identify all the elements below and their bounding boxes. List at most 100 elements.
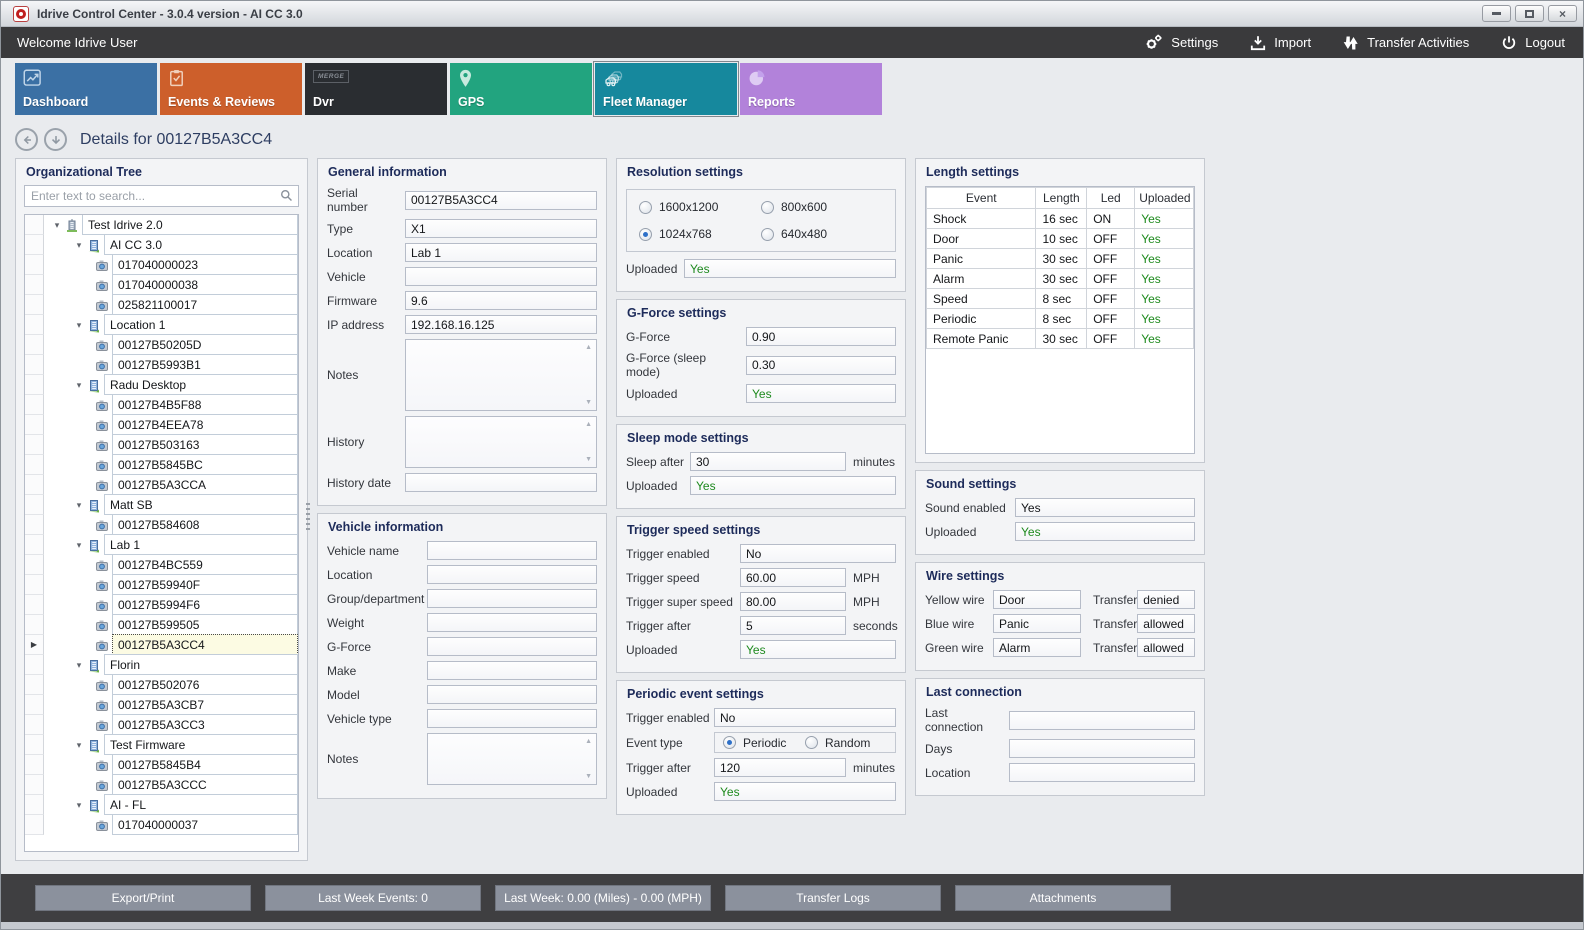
days-input[interactable] xyxy=(1009,739,1195,758)
notes-textarea[interactable]: ▲ ▼ xyxy=(405,339,597,411)
1024x768-radio[interactable]: 1024x768 xyxy=(639,227,761,241)
notes-textarea[interactable]: ▲ ▼ xyxy=(427,733,597,785)
tree-item-00127b5a3cca[interactable]: 00127B5A3CCA xyxy=(25,474,298,495)
tree-item-ai-fl[interactable]: ▾ AI - FL xyxy=(25,794,298,815)
tree-item-00127b584608[interactable]: 00127B584608 xyxy=(25,514,298,535)
scroll-up-icon[interactable]: ▲ xyxy=(585,738,592,745)
uploaded-status[interactable]: Yes xyxy=(714,782,896,801)
type-input[interactable]: X1 xyxy=(405,219,597,238)
periodic-radio[interactable]: Periodic xyxy=(723,736,805,750)
table-row[interactable]: Shock 16 sec ON Yes xyxy=(926,208,1194,229)
search-input[interactable] xyxy=(24,185,299,207)
tree-item-00127b5a3ccc[interactable]: 00127B5A3CCC xyxy=(25,774,298,795)
trigger-after-input[interactable]: 120 xyxy=(714,758,846,777)
table-row[interactable]: Remote Panic 30 sec OFF Yes xyxy=(926,328,1194,349)
scroll-up-icon[interactable]: ▲ xyxy=(585,421,592,428)
minimize-button[interactable] xyxy=(1482,5,1511,22)
group-department-input[interactable] xyxy=(427,589,597,608)
history-textarea[interactable]: ▲ ▼ xyxy=(405,416,597,468)
g-force-input[interactable] xyxy=(427,637,597,656)
table-row[interactable]: Alarm 30 sec OFF Yes xyxy=(926,268,1194,289)
firmware-input[interactable]: 9.6 xyxy=(405,291,597,310)
table-row[interactable]: Speed 8 sec OFF Yes xyxy=(926,288,1194,309)
tree-item-radu-desktop[interactable]: ▾ Radu Desktop xyxy=(25,374,298,395)
tree-item-00127b502076[interactable]: 00127B502076 xyxy=(25,674,298,695)
vehicle-name-input[interactable] xyxy=(427,541,597,560)
tree-item-test-firmware[interactable]: ▾ Test Firmware xyxy=(25,734,298,755)
trigger-enabled-input[interactable]: No xyxy=(714,708,896,727)
expander-icon[interactable]: ▾ xyxy=(76,320,82,330)
ip-address-input[interactable]: 192.168.16.125 xyxy=(405,315,597,334)
column-header-event[interactable]: Event xyxy=(926,187,1037,209)
scroll-down-icon[interactable]: ▼ xyxy=(585,773,592,780)
table-row[interactable]: Door 10 sec OFF Yes xyxy=(926,228,1194,249)
blue-wire-transfer-input[interactable]: allowed xyxy=(1137,614,1195,633)
history-date-input[interactable] xyxy=(405,473,597,492)
column-header-uploaded[interactable]: Uploaded xyxy=(1134,187,1194,209)
g-force-sleep-mode-input[interactable]: 0.30 xyxy=(746,355,896,375)
expander-icon[interactable]: ▾ xyxy=(76,540,82,550)
close-button[interactable]: × xyxy=(1548,5,1577,22)
expander-icon[interactable]: ▾ xyxy=(76,800,82,810)
yellow-wire-input[interactable]: Door xyxy=(993,590,1081,609)
vehicle-input[interactable] xyxy=(405,267,597,286)
tree-item-00127b4eea78[interactable]: 00127B4EEA78 xyxy=(25,414,298,435)
last-week-0-00-miles-0-00-mph-button[interactable]: Last Week: 0.00 (Miles) - 0.00 (MPH) xyxy=(495,885,711,911)
tree-item-00127b5a3cc3[interactable]: 00127B5A3CC3 xyxy=(25,714,298,735)
tree-item-017040000023[interactable]: 017040000023 xyxy=(25,254,298,275)
tab-reports[interactable]: Reports xyxy=(740,63,882,115)
tab-events-reviews[interactable]: Events & Reviews xyxy=(160,63,302,115)
uploaded-status[interactable]: Yes xyxy=(1015,522,1195,541)
location-input[interactable] xyxy=(1009,763,1195,782)
model-input[interactable] xyxy=(427,685,597,704)
tree-splitter-handle[interactable] xyxy=(306,503,310,531)
tab-dvr[interactable]: MERGE Dvr xyxy=(305,63,447,115)
trigger-super-speed-input[interactable]: 80.00 xyxy=(740,592,846,611)
expander-icon[interactable]: ▾ xyxy=(76,500,82,510)
blue-wire-input[interactable]: Panic xyxy=(993,614,1081,633)
tree-item-lab-1[interactable]: ▾ Lab 1 xyxy=(25,534,298,555)
tab-dashboard[interactable]: Dashboard xyxy=(15,63,157,115)
expander-icon[interactable]: ▾ xyxy=(76,740,82,750)
tree-item-ai-cc-3-0[interactable]: ▾ AI CC 3.0 xyxy=(25,234,298,255)
tab-fleet-manager[interactable]: Fleet Manager xyxy=(593,61,739,117)
expander-icon[interactable]: ▾ xyxy=(76,380,82,390)
800x600-radio[interactable]: 800x600 xyxy=(761,200,883,214)
uploaded-status[interactable]: Yes xyxy=(690,476,896,495)
settings-button[interactable]: Settings xyxy=(1144,34,1218,51)
tree-item-025821100017[interactable]: 025821100017 xyxy=(25,294,298,315)
tree-item-017040000037[interactable]: 017040000037 xyxy=(25,814,298,835)
sound-enabled-input[interactable]: Yes xyxy=(1015,498,1195,517)
expand-down-button[interactable] xyxy=(44,128,67,151)
column-header-led[interactable]: Led xyxy=(1086,187,1136,209)
tree-item-017040000038[interactable]: 017040000038 xyxy=(25,274,298,295)
g-force-input[interactable]: 0.90 xyxy=(746,327,896,346)
tree-item-00127b599505[interactable]: 00127B599505 xyxy=(25,614,298,635)
1600x1200-radio[interactable]: 1600x1200 xyxy=(639,200,761,214)
640x480-radio[interactable]: 640x480 xyxy=(761,227,883,241)
sleep-after-input[interactable]: 30 xyxy=(690,452,846,471)
trigger-after-input[interactable]: 5 xyxy=(740,616,846,635)
tab-gps[interactable]: GPS xyxy=(450,63,592,115)
tree-item-00127b5a3cb7[interactable]: 00127B5A3CB7 xyxy=(25,694,298,715)
scroll-down-icon[interactable]: ▼ xyxy=(585,399,592,406)
expander-icon[interactable]: ▾ xyxy=(54,220,60,230)
tree-item-00127b4b5f88[interactable]: 00127B4B5F88 xyxy=(25,394,298,415)
random-radio[interactable]: Random xyxy=(805,736,887,750)
transfer-activities-button[interactable]: Transfer Activities xyxy=(1343,35,1469,51)
export-print-button[interactable]: Export/Print xyxy=(35,885,251,911)
uploaded-status[interactable]: Yes xyxy=(746,384,896,403)
green-wire-input[interactable]: Alarm xyxy=(993,638,1081,657)
back-button[interactable] xyxy=(15,128,38,151)
table-row[interactable]: Panic 30 sec OFF Yes xyxy=(926,248,1194,269)
tree-item-test-idrive-2-0[interactable]: ▾ Test Idrive 2.0 xyxy=(25,215,298,235)
logout-button[interactable]: Logout xyxy=(1501,35,1565,51)
tree-item-florin[interactable]: ▾ Florin xyxy=(25,654,298,675)
serial-number-input[interactable]: 00127B5A3CC4 xyxy=(405,190,597,210)
trigger-speed-input[interactable]: 60.00 xyxy=(740,568,846,587)
yellow-wire-transfer-input[interactable]: denied xyxy=(1137,590,1195,609)
tree-item-location-1[interactable]: ▾ Location 1 xyxy=(25,314,298,335)
maximize-button[interactable] xyxy=(1515,5,1544,22)
last-connection-input[interactable] xyxy=(1009,710,1195,730)
vehicle-type-input[interactable] xyxy=(427,709,597,728)
